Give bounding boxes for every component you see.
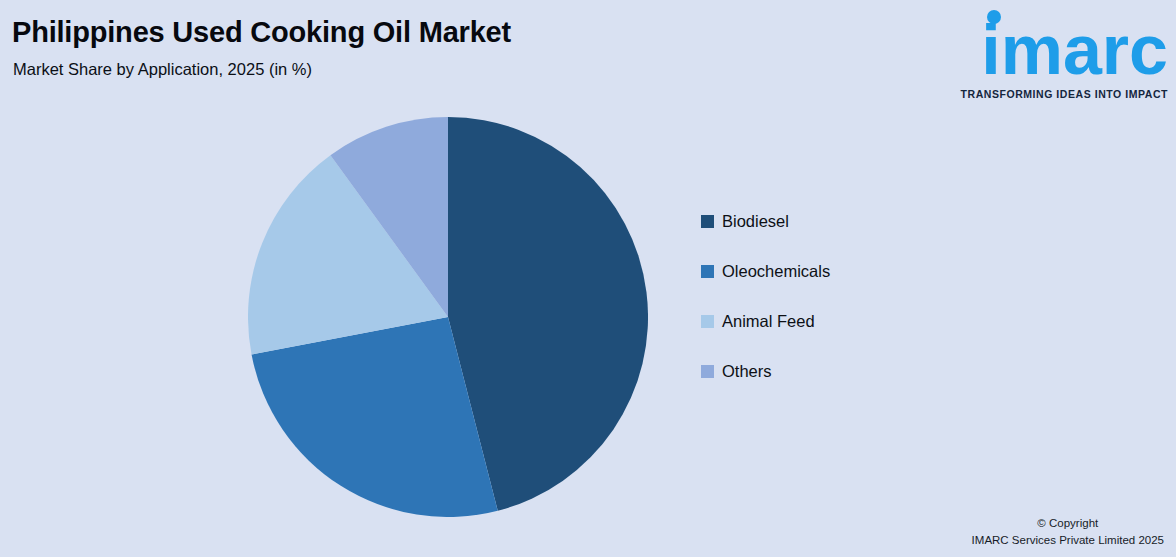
- legend-item-others: Others: [701, 346, 830, 396]
- legend-item-oleochemicals: Oleochemicals: [701, 246, 830, 296]
- legend-item-animal-feed: Animal Feed: [701, 296, 830, 346]
- legend-label-oleochemicals: Oleochemicals: [722, 262, 830, 281]
- page-subtitle: Market Share by Application, 2025 (in %): [13, 60, 312, 79]
- legend-label-biodiesel: Biodiesel: [722, 212, 789, 231]
- legend-item-biodiesel: Biodiesel: [701, 196, 830, 246]
- logo-wordmark: imarc: [981, 4, 1168, 96]
- legend-label-animal-feed: Animal Feed: [722, 312, 815, 331]
- legend-swatch-others: [701, 365, 714, 378]
- logo-wordmark-wrap: imarc: [981, 4, 1168, 96]
- copyright-line1: © Copyright: [972, 515, 1164, 532]
- pie-chart: [248, 117, 648, 517]
- legend-swatch-animal-feed: [701, 315, 714, 328]
- imarc-logo: imarc TRANSFORMING IDEAS INTO IMPACT: [928, 4, 1168, 100]
- legend-swatch-oleochemicals: [701, 265, 714, 278]
- legend-label-others: Others: [722, 362, 772, 381]
- page-title: Philippines Used Cooking Oil Market: [12, 16, 511, 49]
- legend-swatch-biodiesel: [701, 215, 714, 228]
- legend: Biodiesel Oleochemicals Animal Feed Others: [701, 196, 830, 396]
- copyright-line2: IMARC Services Private Limited 2025: [972, 532, 1164, 549]
- infographic-canvas: Philippines Used Cooking Oil Market Mark…: [0, 0, 1176, 557]
- copyright-notice: © Copyright IMARC Services Private Limit…: [972, 515, 1164, 550]
